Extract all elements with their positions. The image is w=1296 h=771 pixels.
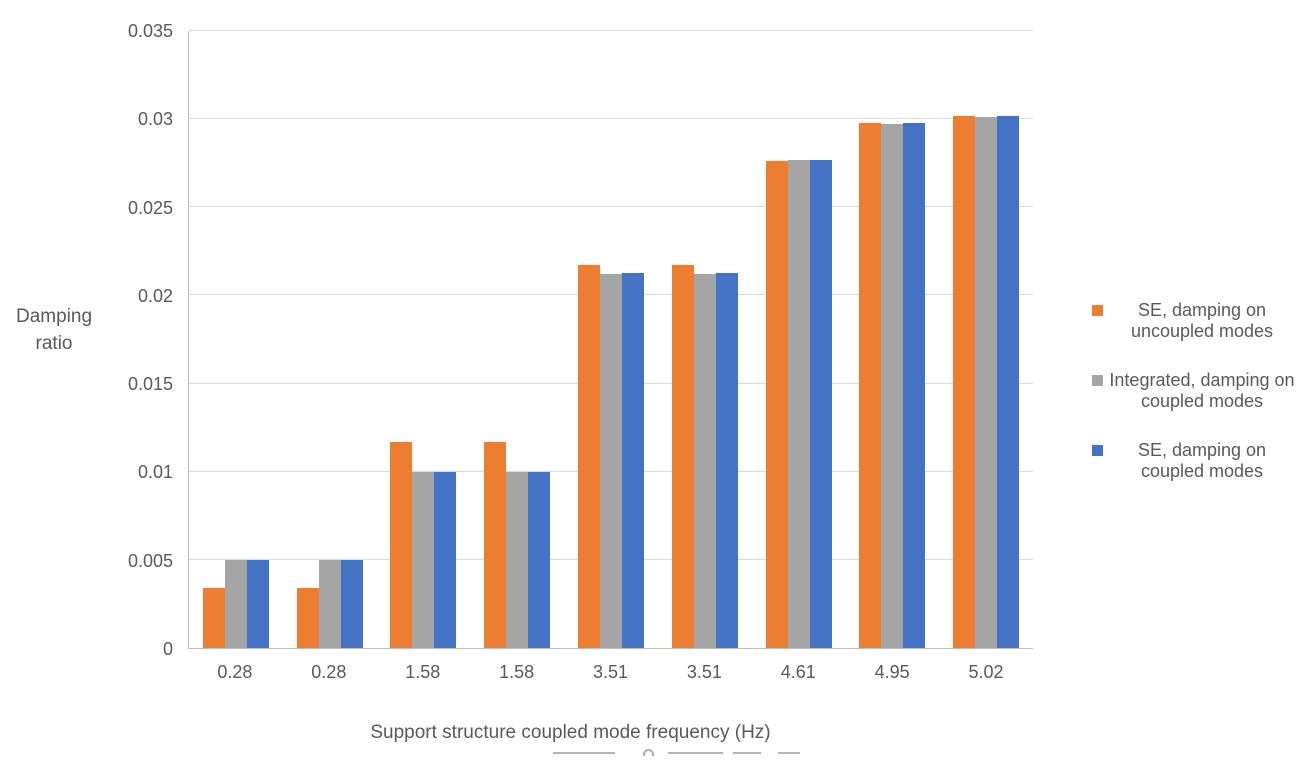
- bar: [246, 559, 269, 648]
- bar-group: [564, 31, 658, 648]
- legend-item: Integrated, damping on coupled modes: [1092, 370, 1296, 412]
- bar: [318, 559, 341, 648]
- y-tick-label: 0.015: [127, 374, 173, 395]
- bar: [997, 115, 1020, 648]
- legend-item: SE, damping on coupled modes: [1092, 440, 1296, 482]
- bar: [434, 471, 457, 648]
- x-tick-label: 1.58: [499, 662, 535, 682]
- bar: [599, 274, 622, 648]
- bar: [528, 471, 551, 648]
- bar: [224, 559, 247, 648]
- bar: [296, 588, 319, 648]
- bar: [412, 471, 435, 648]
- bar: [809, 159, 832, 648]
- x-tick-label: 4.61: [780, 662, 816, 682]
- y-tick-label: 0.025: [127, 197, 173, 218]
- legend: SE, damping on uncoupled modes Integrated…: [1092, 300, 1296, 510]
- bar: [787, 159, 810, 648]
- legend-swatch-icon: [1092, 375, 1103, 386]
- bar: [693, 274, 716, 648]
- y-axis-title: Damping ratio: [8, 303, 100, 357]
- gridline: [189, 206, 1033, 208]
- x-tick-label: 4.95: [874, 662, 910, 682]
- bar: [202, 588, 225, 648]
- bar: [577, 265, 600, 648]
- gridline: [189, 30, 1033, 31]
- bar: [881, 124, 904, 648]
- bar: [765, 161, 788, 648]
- bar: [484, 441, 507, 648]
- bar-group: [470, 31, 564, 648]
- bar: [975, 117, 998, 648]
- bar-group: [939, 31, 1033, 648]
- x-tick-label: 0.28: [311, 662, 347, 682]
- x-tick-label: 3.51: [686, 662, 722, 682]
- x-tick-label: 3.51: [592, 662, 629, 682]
- x-axis-ticks: 0.28 0.28 1.58 1.58 3.51 3.51 4.61 4.95 5.02: [188, 661, 1033, 687]
- x-tick-label: 5.02: [968, 662, 1004, 682]
- y-tick-label: 0.035: [127, 21, 173, 41]
- bar: [903, 122, 926, 648]
- bar: [859, 122, 882, 648]
- bar: [953, 115, 976, 648]
- y-axis-title-line-1: Damping: [15, 306, 93, 327]
- y-axis-ticks: 0 0.005 0.01 0.015 0.02 0.025 0.03 0.035: [98, 21, 173, 659]
- legend-item: SE, damping on uncoupled modes: [1092, 300, 1296, 342]
- plot-area: [188, 30, 1033, 649]
- bar: [340, 559, 363, 648]
- y-tick-label: 0.01: [137, 462, 173, 483]
- bar: [390, 441, 413, 648]
- bar: [506, 471, 529, 648]
- legend-swatch-icon: [1092, 445, 1103, 456]
- bar: [671, 265, 694, 648]
- bar-group: [845, 31, 939, 648]
- y-tick-label: 0: [162, 639, 173, 659]
- bar-group: [658, 31, 752, 648]
- bar-group: [377, 31, 471, 648]
- x-tick-label: 0.28: [217, 662, 253, 682]
- bar-group: [752, 31, 846, 648]
- bar-group: [283, 31, 377, 648]
- bar: [715, 272, 738, 648]
- legend-swatch-icon: [1092, 305, 1103, 316]
- legend-label: Integrated, damping on coupled modes: [1109, 370, 1295, 411]
- gridline: [189, 118, 1033, 120]
- bar: [621, 272, 644, 648]
- y-tick-label: 0.03: [137, 109, 173, 130]
- x-tick-label: 1.58: [405, 662, 441, 682]
- y-tick-label: 0.02: [137, 285, 173, 306]
- bar-group: [189, 31, 283, 648]
- x-axis-title: Support structure coupled mode frequency…: [370, 722, 771, 743]
- legend-label: SE, damping on uncoupled modes: [1130, 300, 1274, 341]
- y-axis-title-line-2: ratio: [35, 333, 73, 354]
- cropped-text-artifact: [553, 748, 803, 756]
- y-tick-label: 0.005: [127, 550, 173, 571]
- legend-label: SE, damping on coupled modes: [1137, 440, 1267, 481]
